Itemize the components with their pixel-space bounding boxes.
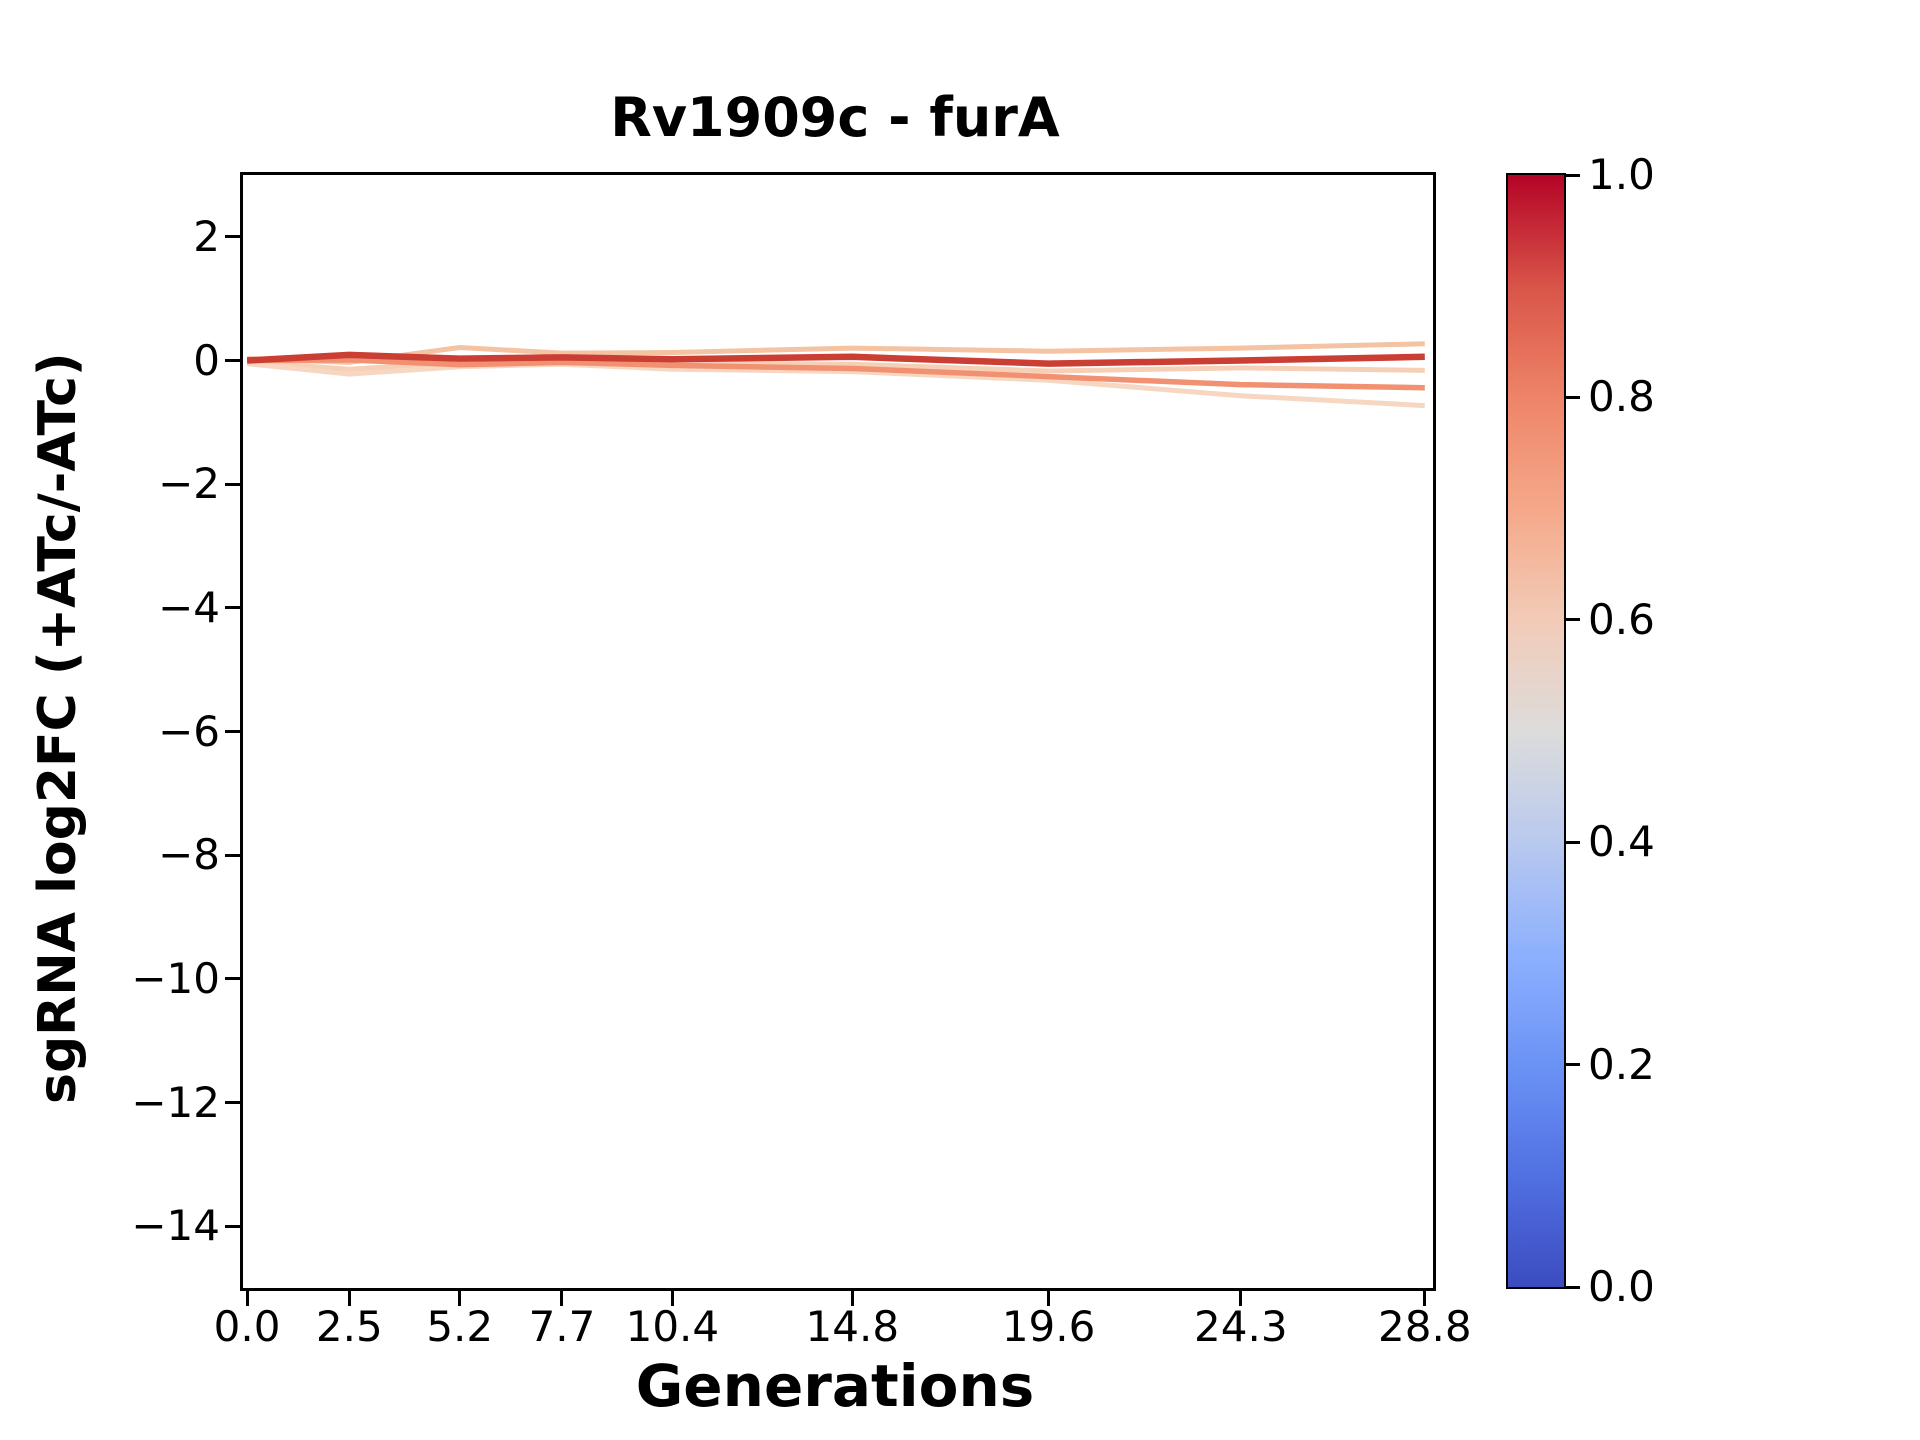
colorbar-tick-mark [1566,1063,1580,1067]
colorbar [1506,173,1566,1289]
colorbar-tick-label: 0.2 [1588,1039,1655,1089]
colorbar-tick-mark [1566,1285,1580,1289]
x-tick-label: 0.0 [213,1302,281,1351]
x-tick-label: 10.4 [625,1302,720,1351]
y-tick-label: −2 [158,459,220,509]
y-tick-label: 2 [193,211,220,261]
colorbar-tick-mark [1566,173,1580,177]
x-tick-label: 7.7 [528,1302,596,1351]
y-tick-label: −6 [158,706,220,756]
y-tick-mark [225,977,240,981]
series-line-sgRNA-light-3 [246,361,1425,409]
x-tick-label: 5.2 [426,1302,494,1351]
x-tick-mark [347,1291,351,1306]
y-tick-label: −10 [131,953,220,1003]
plot-area [240,172,1436,1291]
y-tick-label: −8 [158,830,220,880]
x-tick-mark [1047,1291,1051,1306]
colorbar-tick-label: 0.6 [1588,594,1655,644]
y-tick-label: −4 [158,582,220,632]
y-tick-mark [225,359,240,362]
x-tick-mark [1239,1291,1243,1306]
x-tick-mark [458,1291,462,1306]
x-tick-mark [1423,1291,1427,1306]
chart-title: Rv1909c - furA [610,86,1060,149]
colorbar-tick-mark [1566,395,1580,399]
x-tick-label: 14.8 [805,1302,900,1351]
x-tick-label: 24.3 [1194,1302,1288,1351]
y-tick-mark [225,730,240,733]
y-tick-mark [225,1101,240,1104]
x-tick-label: 28.8 [1378,1302,1472,1351]
colorbar-tick-label: 0.0 [1588,1262,1655,1311]
y-tick-mark [225,853,240,857]
colorbar-tick-label: 0.8 [1588,372,1655,422]
y-tick-mark [225,1224,240,1228]
x-tick-mark [245,1291,249,1306]
x-tick-mark [670,1291,674,1306]
series-line-sgRNA-medium [247,357,1425,391]
x-axis-label: Generations [635,1352,1035,1420]
x-tick-label: 19.6 [1001,1302,1096,1351]
y-tick-label: −14 [131,1201,220,1251]
colorbar-tick-mark [1566,618,1580,622]
colorbar-tick-label: 1.0 [1588,150,1655,199]
y-tick-label: −12 [131,1077,220,1127]
series-line-sgRNA-dark [246,351,1425,367]
y-tick-mark [225,235,240,239]
line-series-svg [246,341,1425,409]
y-tick-mark [225,482,240,486]
colorbar-tick-label: 0.4 [1588,817,1655,867]
x-tick-label: 2.5 [315,1302,383,1351]
colorbar-tick-mark [1566,840,1580,844]
x-tick-mark [850,1291,854,1306]
y-tick-mark [225,606,240,610]
x-tick-mark [560,1291,564,1306]
y-tick-label: 0 [193,335,220,385]
